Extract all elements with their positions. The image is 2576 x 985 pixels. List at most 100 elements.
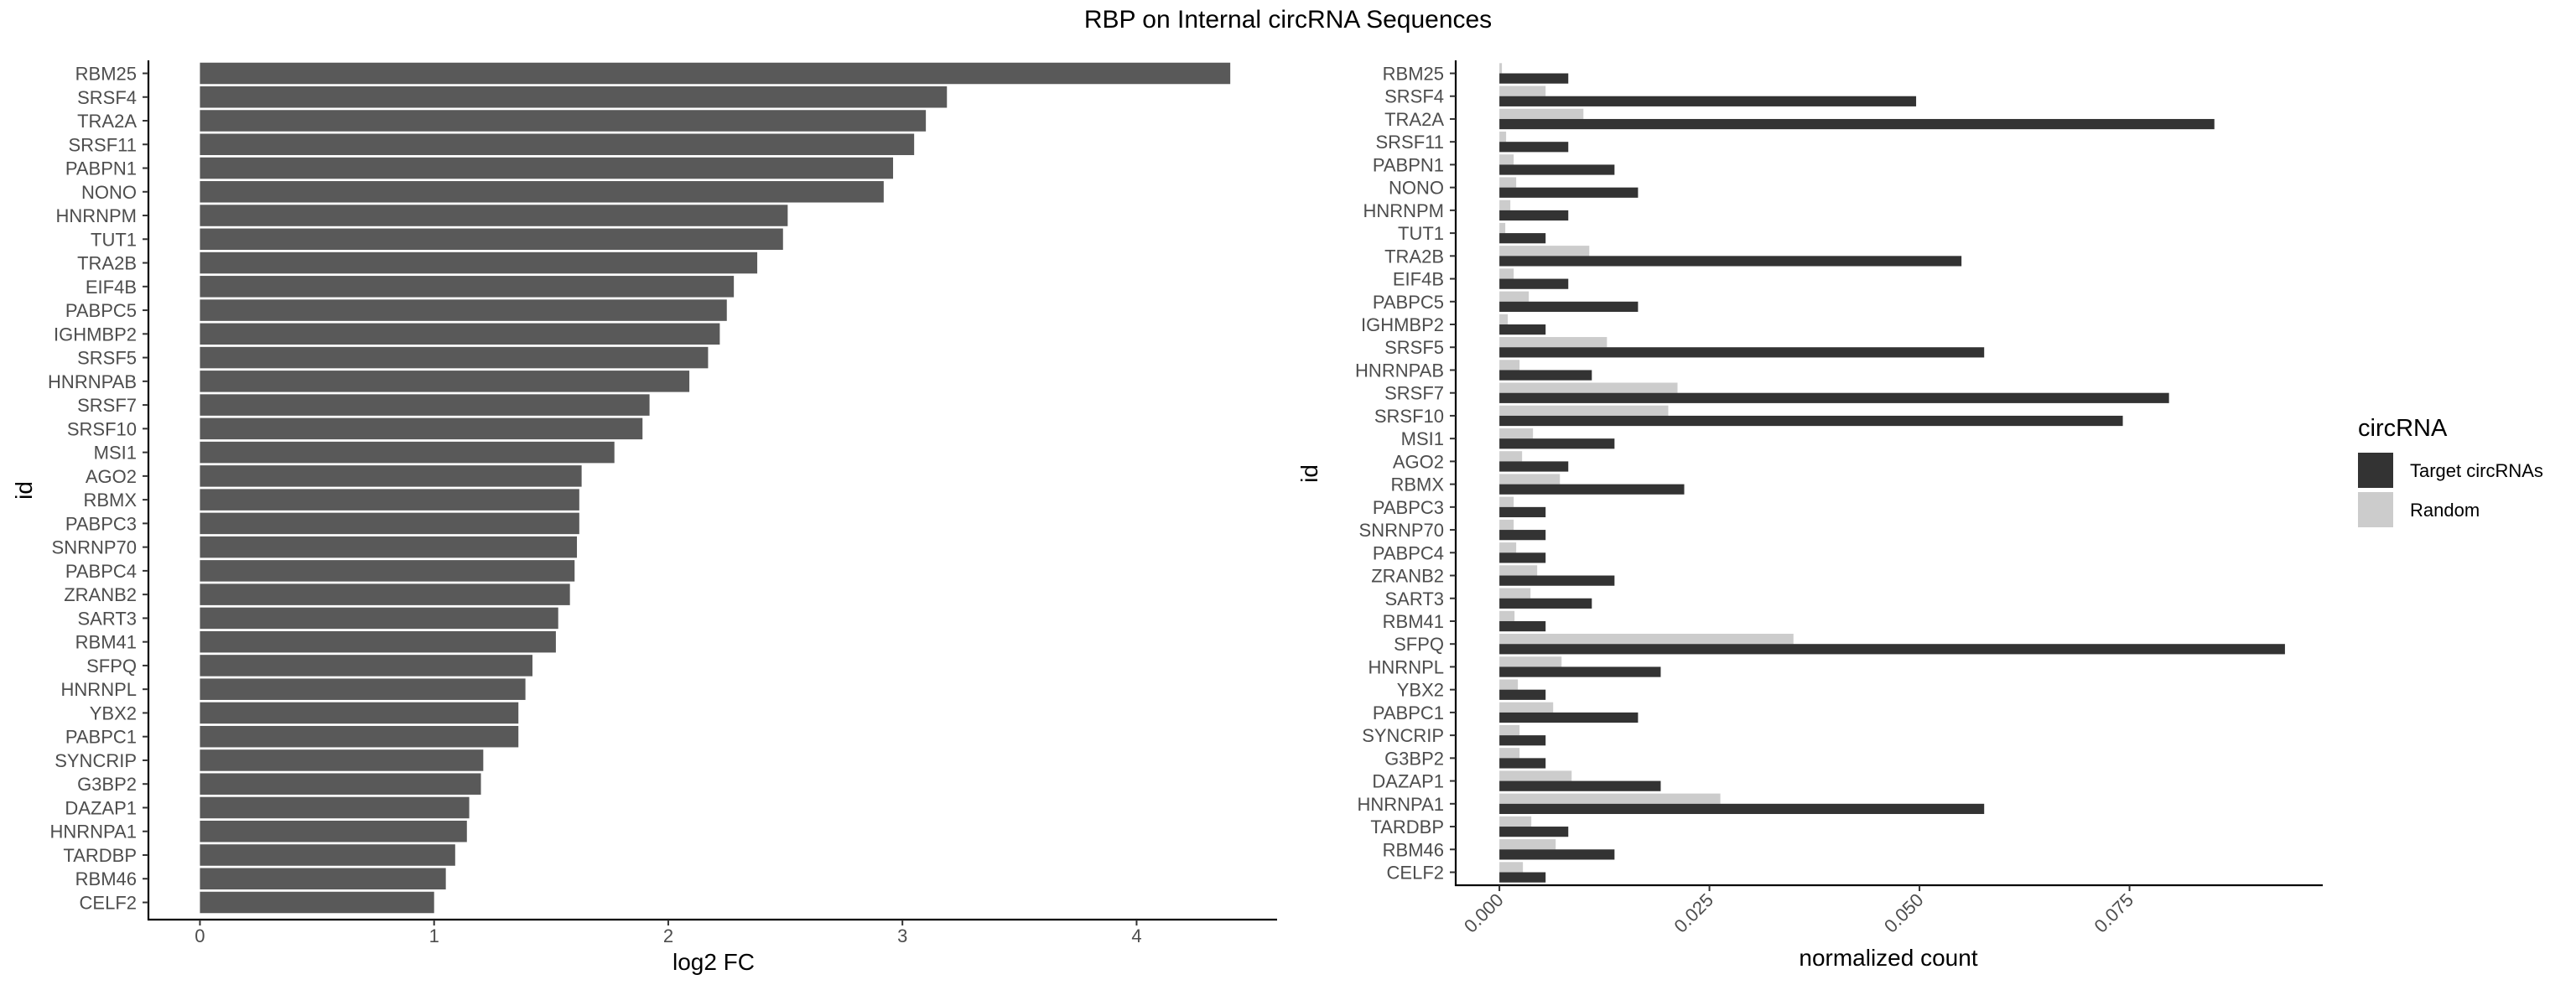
bar-srsf11 xyxy=(200,133,915,156)
bar-target-hnrnpl xyxy=(1499,666,1661,677)
bar-random-pabpn1 xyxy=(1499,154,1514,165)
y-tick-label: TARDBP xyxy=(1370,817,1444,837)
bar-target-celf2 xyxy=(1499,872,1546,883)
y-tick-label: PABPC3 xyxy=(65,513,137,534)
bar-random-hnrnpa1 xyxy=(1499,793,1721,804)
y-tick-label: SRSF10 xyxy=(67,418,137,439)
bar-random-syncrip xyxy=(1499,724,1520,736)
bar-target-tardbp xyxy=(1499,827,1569,837)
legend: circRNA Target circRNAs Random xyxy=(2358,415,2543,527)
y-tick-label: EIF4B xyxy=(1393,269,1444,290)
bar-target-hnrnpa1 xyxy=(1499,803,1985,815)
bar-target-dazap1 xyxy=(1499,780,1661,791)
bar-random-eif4b xyxy=(1499,268,1514,279)
y-tick-label: RBM25 xyxy=(75,64,137,85)
bar-snrnp70 xyxy=(200,536,578,558)
bar-random-srsf7 xyxy=(1499,382,1678,393)
y-tick-label: DAZAP1 xyxy=(1372,771,1444,792)
bar-target-hnrnpm xyxy=(1499,210,1569,221)
bar-random-rbm46 xyxy=(1499,839,1556,850)
y-tick-label: SRSF4 xyxy=(1384,86,1444,107)
bar-ighmbp2 xyxy=(200,323,720,345)
chart-title: RBP on Internal circRNA Sequences xyxy=(1084,6,1492,34)
bar-target-pabpc3 xyxy=(1499,506,1546,518)
bar-tut1 xyxy=(200,228,783,251)
y-tick-label: PABPC1 xyxy=(65,727,137,748)
y-tick-label: HNRNPA1 xyxy=(1357,794,1444,815)
bar-random-srsf5 xyxy=(1499,337,1607,348)
bar-target-sart3 xyxy=(1499,598,1592,609)
bar-g3bp2 xyxy=(200,773,481,795)
bar-zranb2 xyxy=(200,583,570,605)
x-tick-label: 0.050 xyxy=(1880,889,1928,937)
bar-target-ybx2 xyxy=(1499,689,1546,700)
bar-pabpn1 xyxy=(200,157,894,179)
bar-random-srsf10 xyxy=(1499,405,1669,416)
y-tick-label: YBX2 xyxy=(90,702,137,723)
y-tick-label: IGHMBP2 xyxy=(1361,314,1444,335)
bar-hnrnpm xyxy=(200,205,788,226)
y-tick-label: TRA2A xyxy=(1384,109,1444,130)
y-tick-label: EIF4B xyxy=(86,277,137,298)
bar-target-snrnp70 xyxy=(1499,530,1546,541)
y-tick-label: TUT1 xyxy=(1398,223,1444,244)
y-tick-label: RBMX xyxy=(1390,474,1444,495)
bar-target-rbm46 xyxy=(1499,849,1615,860)
bar-random-g3bp2 xyxy=(1499,748,1520,759)
bar-target-srsf5 xyxy=(1499,347,1985,358)
bar-random-pabpc3 xyxy=(1499,496,1514,507)
bar-pabpc5 xyxy=(200,299,727,321)
x-tick-label: 3 xyxy=(897,925,907,946)
bar-pabpc4 xyxy=(200,560,575,582)
x-tick-label: 0.000 xyxy=(1460,889,1508,937)
bar-target-rbmx xyxy=(1499,484,1685,495)
legend-label-random: Random xyxy=(2410,500,2480,521)
bar-pabpc3 xyxy=(200,512,579,535)
bar-random-pabpc1 xyxy=(1499,702,1554,713)
bar-random-tra2a xyxy=(1499,108,1584,119)
bar-target-pabpc4 xyxy=(1499,552,1546,563)
bar-sart3 xyxy=(200,607,558,630)
bar-target-ago2 xyxy=(1499,461,1569,472)
bar-pabpc1 xyxy=(200,725,519,748)
y-tick-label: CELF2 xyxy=(1387,863,1444,884)
bar-random-tut1 xyxy=(1499,222,1506,234)
bar-random-sart3 xyxy=(1499,588,1531,599)
bar-random-snrnp70 xyxy=(1499,519,1514,531)
y-tick-label: PABPC4 xyxy=(65,561,137,582)
bar-random-pabpc4 xyxy=(1499,542,1517,553)
bar-srsf7 xyxy=(200,394,650,416)
left-x-axis-label: log2 FC xyxy=(673,949,755,975)
y-tick-label: IGHMBP2 xyxy=(54,324,137,345)
bar-hnrnpab xyxy=(200,371,690,392)
bar-srsf4 xyxy=(200,86,948,108)
y-tick-label: PABPC4 xyxy=(1373,542,1444,563)
x-tick-label: 0.025 xyxy=(1670,889,1718,937)
y-tick-label: SNRNP70 xyxy=(52,537,137,558)
bar-celf2 xyxy=(200,891,434,914)
y-tick-label: TRA2A xyxy=(77,111,137,132)
bar-srsf10 xyxy=(200,417,643,440)
bar-random-srsf4 xyxy=(1499,86,1546,96)
y-tick-label: SRSF11 xyxy=(1375,132,1444,153)
bar-target-sfpq xyxy=(1499,644,2285,655)
y-tick-label: AGO2 xyxy=(86,466,137,487)
y-tick-label: SFPQ xyxy=(86,656,137,677)
y-tick-label: MSI1 xyxy=(94,443,137,464)
y-tick-label: ZRANB2 xyxy=(1371,566,1444,587)
bar-target-hnrnpab xyxy=(1499,370,1592,381)
x-tick-label: 0 xyxy=(195,925,205,946)
bar-target-tra2b xyxy=(1499,256,1962,267)
bar-target-srsf10 xyxy=(1499,415,2123,427)
y-tick-label: RBM25 xyxy=(1383,64,1444,85)
y-tick-label: RBM46 xyxy=(75,868,137,889)
y-tick-label: RBM46 xyxy=(1383,839,1444,860)
y-tick-label: PABPC5 xyxy=(1373,292,1444,313)
y-tick-label: TRA2B xyxy=(77,253,137,274)
bar-random-ighmbp2 xyxy=(1499,314,1509,325)
x-tick-label: 2 xyxy=(663,925,673,946)
bar-syncrip xyxy=(200,749,484,771)
right-y-axis-label: id xyxy=(1296,464,1322,483)
